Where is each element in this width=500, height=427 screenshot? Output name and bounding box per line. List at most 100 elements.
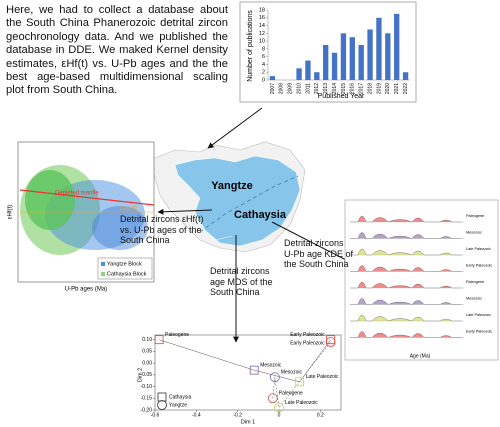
kde-row-label: Early Paleozoic: [466, 330, 492, 334]
bar: [340, 33, 347, 80]
y-tick-label: -0.15: [141, 396, 153, 402]
point-label: Early Paleozoic: [290, 332, 325, 338]
map-label: Yangtze: [211, 180, 253, 192]
caption: Detrital zircons age MDS of the South Ch…: [210, 266, 273, 297]
kde-curve: [350, 215, 462, 223]
kde-row-label: Late Paleozoic: [466, 313, 491, 317]
x-tick-label: 2009: [288, 83, 294, 94]
kde-curve: [350, 331, 462, 338]
kde-row-label: Late Paleozoic: [466, 247, 491, 251]
legend-label: Cathaysia Block: [107, 271, 147, 277]
kde-row-label: Paleogene: [466, 280, 484, 284]
y-tick-label: 10: [259, 39, 265, 45]
bar: [305, 60, 311, 80]
x-tick-label: 2018: [367, 83, 373, 94]
bar: [358, 45, 364, 80]
y-tick-label: 2: [262, 70, 265, 76]
arrow: [207, 107, 263, 149]
x-tick-label: 2022: [403, 83, 409, 94]
line-label: CHUR: [120, 207, 138, 213]
kde-curve: [350, 281, 462, 289]
y-tick-label: -0.20: [141, 407, 153, 413]
x-tick-label: 2020: [385, 83, 391, 94]
x-tick-label: -0.6: [151, 412, 160, 418]
bar: [314, 72, 320, 80]
y-tick-label: -0.05: [141, 372, 153, 378]
x-tick-label: 0: [278, 412, 281, 418]
bar: [269, 76, 276, 80]
y-tick-label: -0.10: [141, 384, 153, 390]
x-tick-label: 2007: [270, 83, 276, 94]
point-label: Paleogene: [279, 391, 303, 397]
point-label: Early Paleozoic: [290, 340, 325, 346]
intro-text: Here, we had to collect a database about…: [6, 4, 228, 97]
mds-point: [269, 372, 280, 383]
kde-curve: [350, 232, 462, 239]
y-tick-label: 0.00: [142, 360, 152, 366]
mds-point: [274, 402, 284, 413]
arrow: [157, 208, 213, 215]
kde-row-label: Paleogene: [466, 214, 484, 218]
line-label: Depleted mantle: [55, 191, 99, 197]
y-tick-label: 16: [259, 15, 265, 21]
bar: [402, 72, 409, 80]
x-tick-label: 2016: [350, 83, 356, 94]
y-tick-label: 4: [262, 62, 265, 68]
mds-link: [159, 339, 331, 383]
mds-point: [249, 365, 259, 375]
caption: Detrital zircons εHf(t) vs. U-Pb ages of…: [120, 214, 204, 245]
kde-plot: Paleogene Mesozoic Late Paleozoic Early Pal…: [350, 214, 492, 338]
x-tick-label: 2021: [394, 83, 400, 94]
map-label: Cathaysia: [234, 209, 287, 221]
x-tick-label: 2013: [323, 83, 329, 94]
point-label: Mesozoic: [260, 362, 282, 368]
legend-label: Cathaysia: [169, 394, 191, 400]
hf-plot: [17, 141, 155, 283]
legend-label: Yangtze: [169, 402, 187, 408]
mds-point: [267, 393, 278, 404]
x-axis-label: Dim 1: [241, 419, 255, 425]
mds-point: [325, 337, 336, 347]
mds-point: [295, 377, 305, 387]
point-label: Late Paleozoic: [285, 400, 318, 406]
bar: [367, 29, 373, 81]
caption: Detrital zircons U-Pb age KDE of the Sou…: [284, 238, 354, 269]
y-tick-label: 0.05: [142, 349, 152, 355]
x-axis-label: U-Pb ages (Ma): [65, 287, 107, 293]
kde-frame: [344, 199, 499, 361]
bar: [385, 33, 391, 80]
x-axis-label: Age (Ma): [410, 353, 431, 359]
bar: [323, 45, 329, 80]
kde-curve: [350, 248, 462, 256]
x-tick-label: 2019: [376, 83, 382, 94]
point-label: Mesozoic: [281, 370, 303, 376]
bar: [376, 17, 382, 80]
kde-curve: [350, 265, 462, 272]
bar: [349, 37, 355, 80]
mds-point: [154, 335, 164, 345]
y-tick-label: 0: [262, 77, 265, 83]
kde-row-label: Early Paleozoic: [466, 264, 492, 268]
y-axis-label: εHf(t): [8, 205, 14, 219]
x-tick-label: -0.2: [233, 412, 242, 418]
x-tick-label: 2017: [359, 83, 365, 94]
y-axis-label: Dim 2: [137, 368, 143, 382]
x-tick-label: 2012: [314, 83, 320, 94]
mds-frame: [154, 334, 342, 411]
mds-point: [157, 392, 167, 402]
x-tick-label: 2008: [279, 83, 285, 94]
bar: [296, 68, 302, 80]
y-tick-label: 18: [259, 7, 265, 13]
y-tick-label: 8: [262, 46, 265, 52]
point-label: Late Paleozoic: [306, 374, 339, 380]
mds-point: [157, 400, 167, 410]
kde-curve: [350, 298, 462, 305]
point-label: Paleogene: [165, 332, 189, 338]
mds-plot: -0.6 -0.4 -0.2 0 0.20.100.050.00-0.05-0.10-0…: [137, 332, 342, 425]
bar: [394, 13, 400, 81]
kde-row-label: Mesozoic: [466, 231, 482, 235]
x-tick-label: -0.4: [192, 412, 201, 418]
bar: [331, 52, 338, 80]
